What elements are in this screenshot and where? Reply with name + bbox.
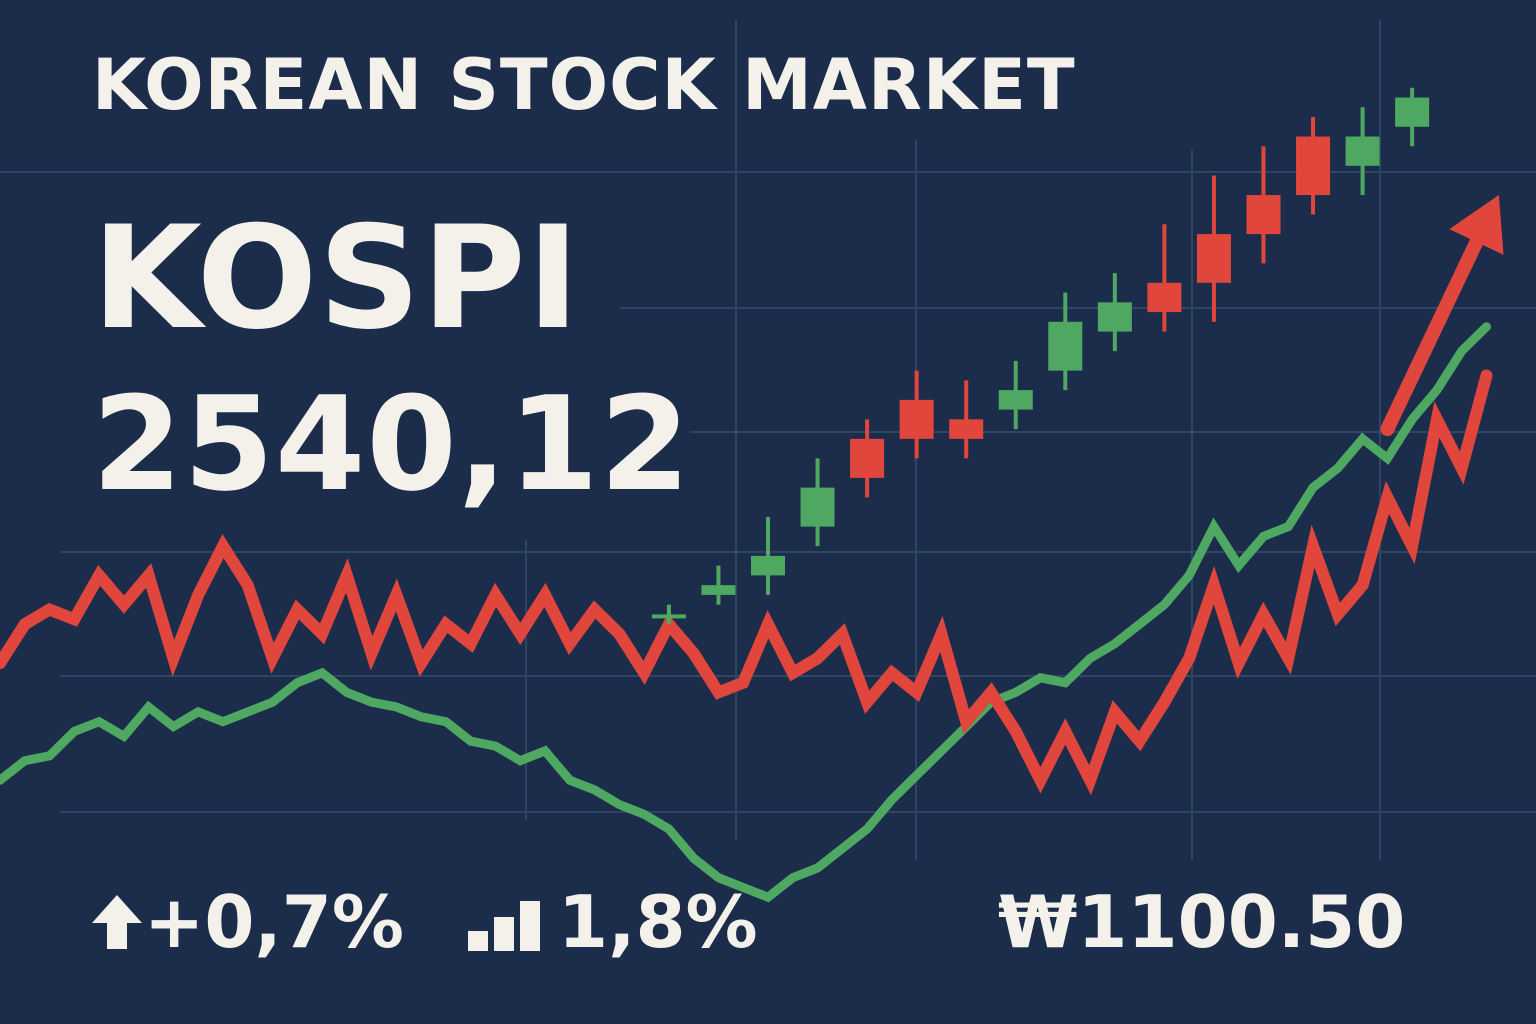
candle-body — [949, 419, 984, 439]
candle-body — [800, 487, 835, 527]
trend-arrow-shaft — [1380, 234, 1484, 437]
green-series — [0, 322, 1491, 903]
candlestick — [1196, 175, 1231, 322]
candlestick — [751, 516, 785, 595]
change-value: +0,7% — [144, 880, 405, 964]
trend-arrow — [1380, 195, 1504, 437]
fx-stat: ₩1100.50 — [998, 880, 1405, 964]
candle-body — [701, 585, 736, 595]
candle-body — [1097, 302, 1132, 332]
up-arrow-icon — [92, 895, 142, 949]
candlestick — [1345, 107, 1380, 196]
candlestick — [1246, 146, 1281, 264]
trend-arrow-head — [1449, 195, 1504, 255]
candle-body — [751, 555, 785, 576]
candlestick — [651, 604, 686, 625]
fx-value: ₩1100.50 — [998, 880, 1406, 964]
candlestick — [850, 419, 885, 498]
candle-body — [1395, 97, 1430, 127]
page-title: KOREAN STOCK MARKET — [92, 44, 1076, 126]
change-stat: +0,7% — [90, 880, 404, 964]
candlestick — [998, 360, 1033, 430]
bar-chart-icon — [468, 901, 540, 951]
candlestick — [1048, 292, 1083, 391]
candlestick — [1296, 117, 1331, 215]
candle-body — [850, 438, 885, 478]
candlestick — [899, 370, 934, 459]
series-line — [0, 322, 1491, 903]
index-name: KOSPI — [92, 196, 581, 361]
candlestick — [701, 565, 736, 605]
candle-body — [1147, 282, 1182, 313]
candle-body — [1048, 321, 1083, 371]
candle-body — [1246, 195, 1281, 235]
candlestick — [1147, 224, 1182, 332]
candlestick — [1097, 273, 1132, 352]
candlesticks — [651, 87, 1430, 625]
candle-body — [1345, 136, 1380, 166]
candlestick — [949, 380, 984, 459]
candle-body — [1296, 136, 1331, 196]
volume-stat: 1,8% — [466, 880, 758, 964]
candle-body — [651, 614, 686, 619]
candlestick — [1395, 87, 1430, 147]
volume-value: 1,8% — [558, 880, 758, 964]
candlestick — [800, 458, 835, 547]
index-value: 2540,12 — [92, 368, 692, 520]
red-series — [0, 369, 1493, 796]
series-line — [0, 369, 1493, 796]
candle-body — [998, 390, 1033, 410]
candle-body — [899, 399, 934, 439]
candle-body — [1196, 234, 1231, 283]
